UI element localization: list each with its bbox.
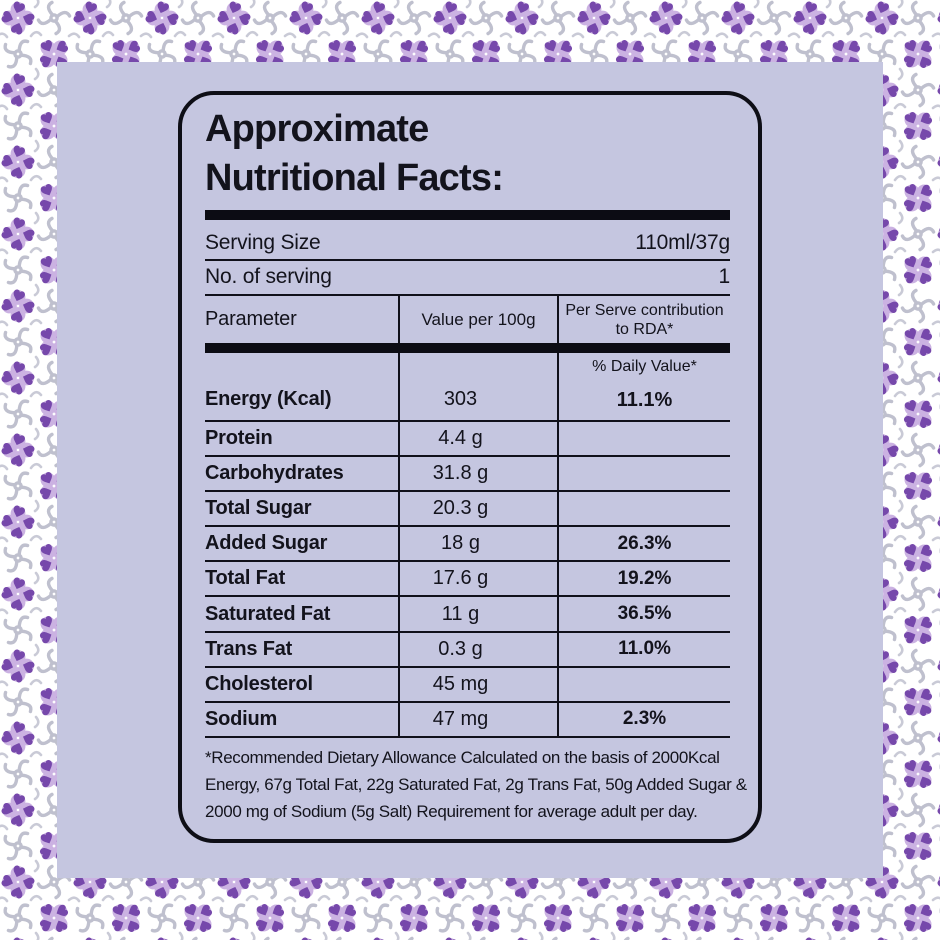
row-label: Cholesterol xyxy=(205,672,313,695)
page-title: Approximate Nutritional Facts: xyxy=(205,105,730,203)
row-rda-cell: % Daily Value* 11.1% xyxy=(557,353,730,420)
row-value: 31.8 g xyxy=(398,457,557,491)
table-row-carbohydrates: Carbohydrates 31.8 g xyxy=(205,457,730,493)
table-row-total-sugar: Total Sugar 20.3 g xyxy=(205,492,730,528)
footnote-line-2: Energy, 67g Total Fat, 22g Saturated Fat… xyxy=(205,775,747,794)
row-rda: 11.1% xyxy=(616,389,673,411)
row-value: 0.3 g xyxy=(398,632,557,666)
header-rda: Per Serve contribution to RDA* xyxy=(557,296,730,343)
row-value: 17.6 g xyxy=(398,562,557,596)
daily-value-note: % Daily Value* xyxy=(592,358,697,375)
row-label: Total Sugar xyxy=(205,497,312,520)
row-label: Total Fat xyxy=(205,567,286,590)
table-row-trans-fat: Trans Fat 0.3 g 11.0% xyxy=(205,632,730,668)
row-label: Added Sugar xyxy=(205,532,328,555)
row-value: 11 g xyxy=(398,597,557,631)
nutrition-facts-card: Approximate Nutritional Facts: Serving S… xyxy=(178,91,762,843)
header-parameter: Parameter xyxy=(205,308,297,330)
card-content: Approximate Nutritional Facts: Serving S… xyxy=(205,95,747,839)
row-label: Protein xyxy=(205,427,273,450)
row-label: Sodium xyxy=(205,707,278,730)
row-rda: 26.3% xyxy=(557,527,730,561)
footnote-line-3: 2000 mg of Sodium (5g Salt) Requirement … xyxy=(205,802,698,821)
table-row-added-sugar: Added Sugar 18 g 26.3% xyxy=(205,527,730,563)
row-value: 4.4 g xyxy=(398,422,557,456)
row-rda: 2.3% xyxy=(557,702,730,736)
serving-count-value: 1 xyxy=(718,265,731,288)
row-label: Energy (Kcal) xyxy=(205,388,332,410)
title-line-2: Nutritional Facts: xyxy=(205,157,504,199)
row-value: 20.3 g xyxy=(398,492,557,526)
title-line-1: Approximate xyxy=(205,108,429,150)
divider-thin-2 xyxy=(205,294,730,296)
row-value: 45 mg xyxy=(398,667,557,701)
nutrition-table: Energy (Kcal) 303 % Daily Value* 11.1% P… xyxy=(205,353,730,738)
header-value-per-100g: Value per 100g xyxy=(398,296,557,343)
row-rda: 36.5% xyxy=(557,597,730,631)
table-row-protein: Protein 4.4 g xyxy=(205,422,730,458)
serving-size-row: Serving Size 110ml/37g xyxy=(205,228,730,258)
row-rda xyxy=(557,492,730,526)
row-rda xyxy=(557,457,730,491)
row-rda: 11.0% xyxy=(557,632,730,666)
table-row-saturated-fat: Saturated Fat 11 g 36.5% xyxy=(205,597,730,633)
divider-thick-mid xyxy=(205,343,730,353)
divider-thick-top xyxy=(205,210,730,220)
divider-thin-1 xyxy=(205,259,730,261)
row-rda: 19.2% xyxy=(557,562,730,596)
table-row-sodium: Sodium 47 mg 2.3% xyxy=(205,702,730,738)
footnote-line-1: *Recommended Dietary Allowance Calculate… xyxy=(205,748,720,767)
row-label: Trans Fat xyxy=(205,637,293,660)
serving-count-label: No. of serving xyxy=(205,265,332,288)
serving-size-value: 110ml/37g xyxy=(635,231,730,254)
table-row-energy: Energy (Kcal) 303 % Daily Value* 11.1% xyxy=(205,353,730,422)
row-label: Saturated Fat xyxy=(205,602,331,625)
serving-size-label: Serving Size xyxy=(205,231,321,254)
table-row-total-fat: Total Fat 17.6 g 19.2% xyxy=(205,562,730,598)
row-rda xyxy=(557,667,730,701)
row-rda xyxy=(557,422,730,456)
serving-count-row: No. of serving 1 xyxy=(205,262,730,292)
label-panel: Approximate Nutritional Facts: Serving S… xyxy=(57,62,883,878)
rda-footnote: *Recommended Dietary Allowance Calculate… xyxy=(205,744,747,825)
row-value: 303 xyxy=(398,353,557,420)
row-label: Carbohydrates xyxy=(205,462,344,485)
table-header-row: Parameter Value per 100g Per Serve contr… xyxy=(205,296,730,343)
row-value: 18 g xyxy=(398,527,557,561)
row-value: 47 mg xyxy=(398,702,557,736)
table-row-cholesterol: Cholesterol 45 mg xyxy=(205,667,730,703)
